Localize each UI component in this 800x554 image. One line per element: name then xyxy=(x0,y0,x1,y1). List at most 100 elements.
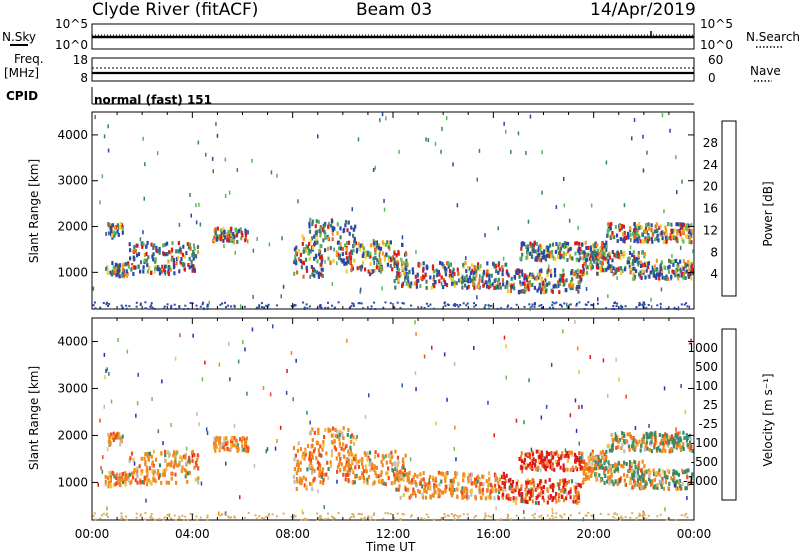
echo-cell xyxy=(180,257,183,261)
ground-scatter-cell xyxy=(144,512,147,515)
echo-cell xyxy=(434,490,437,495)
ground-scatter-cell xyxy=(423,518,426,520)
echo-cell xyxy=(619,256,622,260)
echo-cell xyxy=(301,455,305,460)
echo-cell xyxy=(687,468,690,473)
ground-scatter-cell xyxy=(578,512,581,515)
ground-scatter-cell xyxy=(187,518,189,521)
echo-cell xyxy=(228,190,231,195)
echo-cell xyxy=(530,458,533,463)
echo-cell xyxy=(662,446,665,451)
echo-cell xyxy=(381,251,384,256)
echo-cell xyxy=(299,252,302,257)
echo-cell xyxy=(588,461,591,466)
echo-cell xyxy=(536,483,539,488)
echo-cell xyxy=(416,272,419,277)
ground-scatter-cell xyxy=(163,516,166,519)
echo-cell xyxy=(412,475,415,480)
echo-cell xyxy=(164,271,167,276)
echo-cell xyxy=(347,428,350,432)
echo-cell xyxy=(433,284,436,289)
echo-cell xyxy=(359,247,362,252)
echo-cell xyxy=(575,274,578,279)
echo-cell xyxy=(569,467,572,472)
ground-scatter-cell xyxy=(271,513,274,516)
echo-cell xyxy=(192,333,194,338)
echo-cell xyxy=(440,149,442,154)
echo-cell xyxy=(414,371,417,376)
echo-cell xyxy=(453,272,456,276)
echo-cell xyxy=(530,254,533,259)
ground-scatter-cell xyxy=(374,519,377,521)
echo-cell xyxy=(329,246,332,250)
echo-cell xyxy=(342,442,345,447)
echo-cell xyxy=(623,472,626,477)
echo-cell xyxy=(529,251,532,256)
echo-cell xyxy=(387,258,390,263)
echo-cell xyxy=(679,226,682,230)
echo-cell xyxy=(359,475,362,480)
echo-cell xyxy=(327,256,330,261)
ground-scatter-cell xyxy=(206,518,209,521)
echo-cell xyxy=(411,491,415,496)
echo-cell xyxy=(150,481,153,486)
echo-cell xyxy=(395,276,398,281)
echo-cell xyxy=(167,453,171,458)
echo-cell xyxy=(363,469,366,474)
echo-cell xyxy=(666,435,669,440)
echo-cell xyxy=(498,487,501,492)
echo-cell xyxy=(541,150,543,155)
echo-cell xyxy=(563,177,565,181)
echo-cell xyxy=(332,258,335,263)
echo-cell xyxy=(272,324,274,329)
echo-cell xyxy=(678,486,681,491)
echo-cell xyxy=(497,280,499,285)
ground-scatter-cell xyxy=(641,303,644,306)
echo-cell xyxy=(677,306,680,311)
echo-cell xyxy=(139,237,142,242)
ground-scatter-cell xyxy=(587,301,590,304)
echo-cell xyxy=(342,472,345,477)
echo-cell xyxy=(132,249,135,254)
ground-scatter-cell xyxy=(178,305,181,307)
echo-cell xyxy=(674,273,677,278)
echo-cell xyxy=(199,222,202,227)
echo-cell xyxy=(524,487,527,492)
ground-scatter-cell xyxy=(483,517,486,520)
echo-cell xyxy=(639,482,642,487)
echo-cell xyxy=(633,267,636,272)
ground-scatter-cell xyxy=(260,302,263,305)
echo-cell xyxy=(603,471,606,476)
echo-cell xyxy=(353,236,356,241)
echo-cell xyxy=(568,450,571,455)
echo-cell xyxy=(444,489,447,494)
echo-cell xyxy=(336,240,340,245)
echo-cell xyxy=(566,492,569,497)
echo-cell xyxy=(533,483,536,488)
ground-scatter-cell xyxy=(227,304,230,307)
echo-cell xyxy=(128,472,131,477)
ground-scatter-cell xyxy=(106,512,108,515)
echo-cell xyxy=(375,265,378,270)
echo-cell xyxy=(621,431,624,436)
ground-scatter-cell xyxy=(393,517,396,520)
echo-cell xyxy=(323,223,326,228)
echo-cell xyxy=(538,272,542,277)
echo-cell xyxy=(676,228,679,233)
echo-cell xyxy=(514,488,517,493)
echo-cell xyxy=(565,453,568,458)
echo-cell xyxy=(188,455,191,460)
echo-cell xyxy=(643,263,646,268)
echo-cell xyxy=(578,461,581,466)
echo-cell xyxy=(680,273,683,278)
echo-cell xyxy=(440,479,443,484)
echo-cell xyxy=(347,449,350,454)
echo-cell xyxy=(455,457,457,462)
echo-cell xyxy=(620,250,623,254)
echo-cell xyxy=(676,479,679,484)
echo-cell xyxy=(331,237,334,242)
echo-cell xyxy=(334,427,337,432)
echo-cell xyxy=(385,116,387,121)
echo-cell xyxy=(444,479,447,483)
echo-cell xyxy=(322,440,325,444)
